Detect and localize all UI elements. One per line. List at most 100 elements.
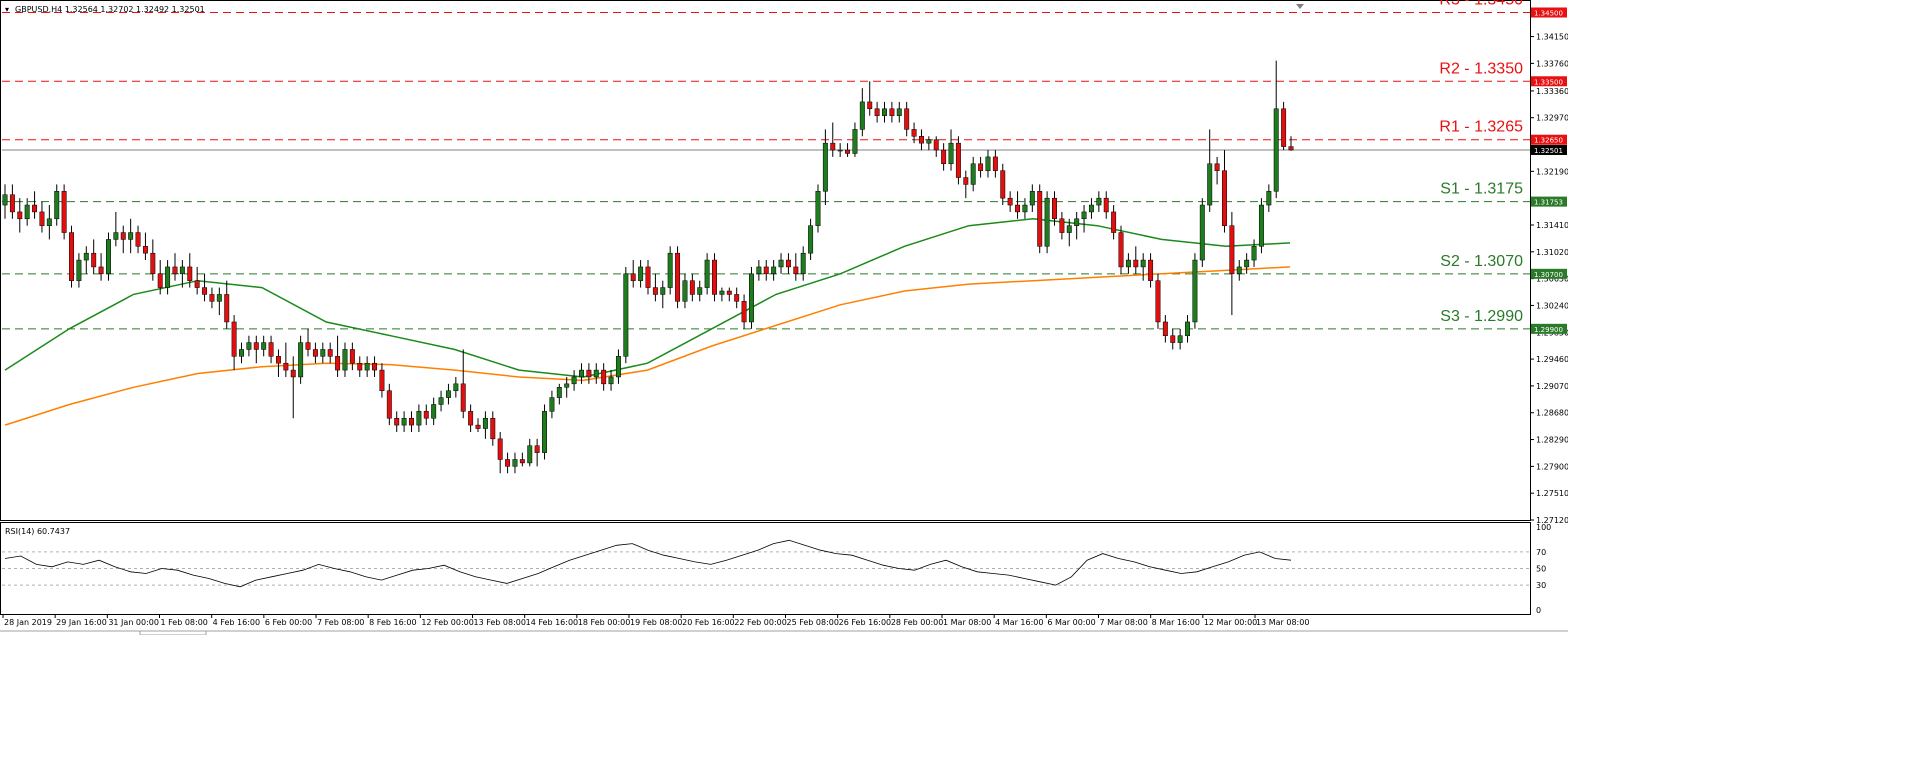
candle (2, 184, 8, 219)
candle (224, 280, 230, 329)
candle (1007, 191, 1013, 212)
candle (187, 253, 193, 288)
candle (882, 101, 887, 123)
time-tick-label: 14 Feb 16:00 (526, 618, 578, 627)
level-price-tag-label: 1.31753 (1534, 199, 1563, 207)
rsi-tick-label: 0 (1536, 606, 1541, 615)
candle (128, 218, 134, 254)
candle (1236, 260, 1242, 281)
candle (401, 411, 407, 432)
candle (697, 280, 703, 302)
candle (852, 122, 858, 157)
candle (579, 363, 584, 384)
candle (1162, 315, 1168, 343)
candle (926, 136, 932, 151)
candle (268, 335, 274, 364)
rsi-panel: 100 70 50 30 0 (2, 523, 1551, 615)
candle (549, 390, 555, 419)
time-tick-label: 7 Mar 08:00 (1100, 618, 1148, 627)
time-tick-label: 8 Feb 16:00 (369, 618, 416, 627)
time-tick-label: 22 Feb 00:00 (734, 618, 786, 627)
level-price-tags: 1.34500 1.33500 1.32650 1.31753 1.30700 1.299… (1531, 7, 1567, 334)
candle (172, 253, 178, 281)
candle (512, 452, 518, 474)
level-price-tag (1531, 196, 1567, 207)
candle (120, 225, 126, 254)
chart-window[interactable]: R3 - 1.3450 R2 - 1.3350 R1 - 1.3265 S1 - 1.… (0, 0, 1568, 635)
time-tick-label: 6 Feb 00:00 (265, 618, 312, 627)
candle (1148, 253, 1154, 288)
candle (453, 376, 459, 398)
candle (290, 356, 296, 419)
rsi-tick-label: 100 (1536, 523, 1551, 532)
candle (1059, 211, 1065, 240)
candle (1199, 198, 1205, 267)
rsi-tick-label: 70 (1536, 548, 1546, 557)
candle (76, 253, 82, 288)
time-tick-label: 19 Feb 08:00 (630, 618, 682, 627)
candle (615, 349, 621, 384)
candle (497, 431, 503, 474)
candle (327, 342, 333, 364)
candle (771, 260, 777, 281)
candle (135, 225, 141, 254)
candle (889, 101, 895, 123)
time-tick-label: 8 Mar 16:00 (1152, 618, 1200, 627)
price-axis: 1.34150 1.33760 1.33360 1.32970 1.32190 1.314… (1530, 33, 1568, 525)
time-tick-label: 6 Mar 00:00 (1047, 618, 1095, 627)
candle (985, 150, 991, 178)
candle (246, 335, 252, 357)
candle (1214, 156, 1220, 185)
candle (1133, 246, 1139, 274)
candle (283, 342, 289, 377)
candle (431, 397, 437, 426)
candle (357, 356, 363, 377)
candle (837, 143, 843, 157)
price-tick-label: 1.34150 (1536, 33, 1568, 42)
time-tick-label: 31 Jan 00:00 (108, 618, 159, 627)
level-price-tag (1531, 323, 1567, 334)
candle (1244, 253, 1250, 274)
candle (113, 211, 119, 247)
time-axis-strip (0, 615, 1568, 635)
candle (320, 342, 326, 364)
candle (756, 260, 762, 281)
candle (519, 452, 525, 467)
price-tick-label: 1.27900 (1536, 462, 1568, 471)
level-label-5: S3 - 1.2990 (1440, 308, 1523, 325)
candle (394, 411, 400, 432)
ma-slow-line (4, 266, 1291, 426)
candle (1258, 198, 1264, 254)
candle (445, 383, 451, 405)
candle (1081, 205, 1087, 233)
price-tick-label: 1.28680 (1536, 409, 1568, 418)
candle (859, 88, 865, 137)
candle (1015, 191, 1021, 219)
current-price-tag (1531, 144, 1567, 155)
candle (904, 101, 910, 137)
chart-tab[interactable] (139, 630, 207, 635)
candle (505, 452, 511, 474)
candle (1177, 328, 1183, 350)
candle (749, 266, 754, 329)
time-tick-label: 13 Feb 08:00 (474, 618, 526, 627)
candle (542, 404, 547, 460)
candle (689, 273, 695, 302)
candle (741, 294, 747, 329)
candle (867, 81, 873, 116)
candle (808, 218, 814, 261)
candle (1251, 239, 1257, 267)
price-tick-label: 1.32970 (1536, 114, 1568, 123)
chart-canvas[interactable]: R3 - 1.3450 R2 - 1.3350 R1 - 1.3265 S1 - 1.… (0, 0, 1568, 635)
candle (438, 390, 444, 412)
candle (364, 356, 370, 377)
candle (261, 335, 267, 357)
chart-dropdown-icon[interactable]: ▾ (5, 5, 9, 14)
candle (1111, 205, 1117, 240)
scroll-marker-icon[interactable] (1296, 4, 1304, 9)
candle (482, 411, 488, 439)
candle (778, 253, 784, 274)
candle (704, 253, 710, 295)
level-price-tag (1531, 268, 1567, 279)
candle (379, 363, 385, 398)
